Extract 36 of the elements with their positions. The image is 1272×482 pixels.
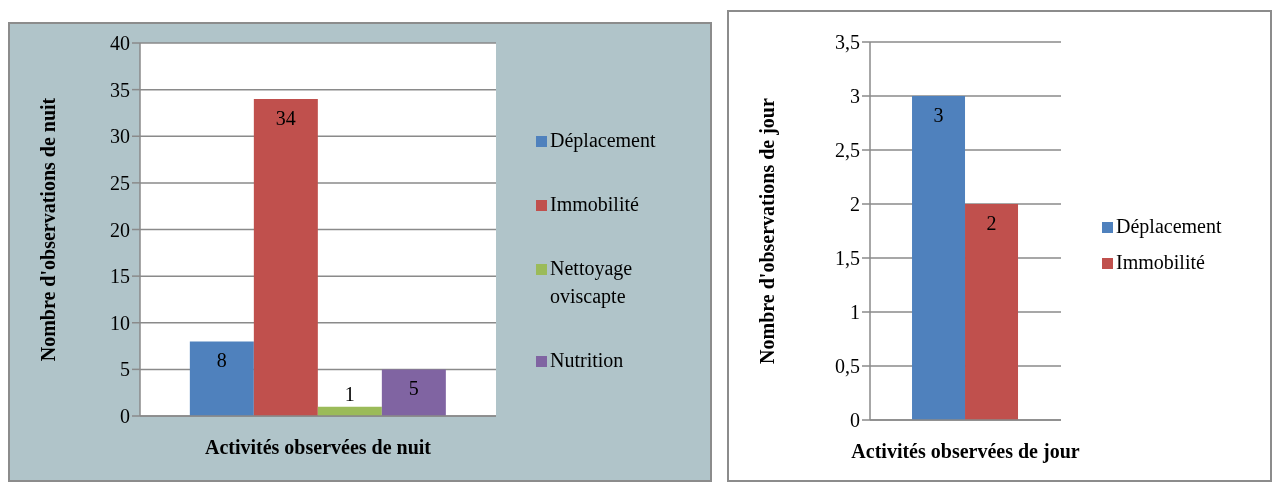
y-tick-label: 35	[110, 78, 130, 101]
bar	[381, 369, 446, 416]
y-tick-label: 3,5	[835, 31, 860, 54]
data-label: 3	[933, 104, 944, 126]
y-tick-label: 5	[120, 358, 130, 381]
x-axis-title: Activités observées de jour	[851, 440, 1080, 463]
y-tick-label: 1	[850, 301, 860, 324]
y-tick-label: 0,5	[835, 355, 860, 378]
legend-label: Nettoyage oviscapte	[550, 256, 634, 310]
y-axis-title: Nombre d'observations de nuit	[37, 97, 60, 362]
y-tick-label: 1,5	[835, 247, 860, 270]
legend-label: Nutrition	[550, 348, 625, 373]
bar	[253, 98, 318, 416]
y-axis-title: Nombre d'observations de jour	[756, 98, 780, 364]
y-tick-label: 2	[850, 193, 860, 216]
y-tick-label: 20	[110, 218, 130, 241]
data-label: 5	[408, 377, 419, 400]
y-tick-label: 25	[110, 171, 130, 194]
data-label: 8	[216, 349, 227, 372]
y-tick-label: 40	[110, 32, 130, 55]
y-tick-label: 3	[850, 85, 860, 108]
data-label: 2	[986, 212, 997, 234]
y-tick-label: 15	[110, 265, 130, 288]
legend-label: Immobilité	[550, 192, 640, 217]
legend-label: Immobilité	[1116, 250, 1206, 275]
legend-label: Déplacement	[1116, 214, 1223, 240]
x-axis-title: Activités observées de nuit	[204, 436, 432, 458]
y-tick-label: 0	[120, 405, 130, 428]
legend-label: Déplacement	[550, 128, 657, 154]
y-tick-label: 30	[110, 125, 130, 148]
bar	[189, 341, 254, 416]
y-tick-label: 0	[850, 409, 860, 432]
data-label: 1	[344, 382, 355, 405]
data-label: 34	[275, 106, 296, 129]
y-tick-label: 10	[110, 311, 130, 334]
y-tick-label: 2,5	[835, 139, 860, 162]
